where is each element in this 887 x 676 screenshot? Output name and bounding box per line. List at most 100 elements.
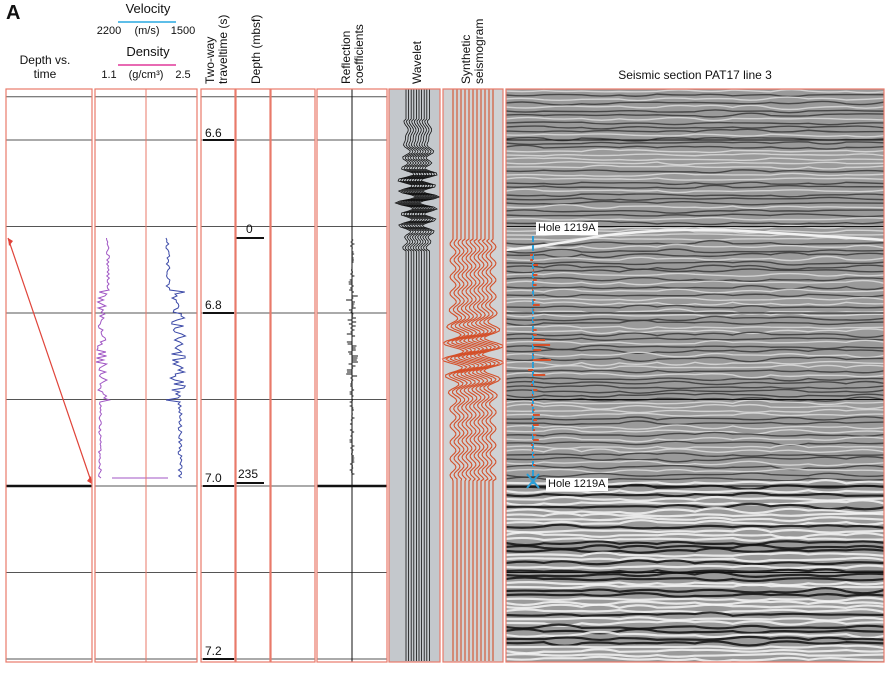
seismic-reflector xyxy=(505,293,885,298)
seismic-reflector xyxy=(505,570,885,578)
twt-tick-label: 6.6 xyxy=(205,126,222,140)
seismic-reflector xyxy=(505,587,885,595)
panel-label: A xyxy=(6,2,21,24)
seismic-reflector xyxy=(505,424,885,430)
column-frame xyxy=(505,88,885,663)
synthetic-trace xyxy=(477,89,501,661)
seismic-reflector xyxy=(505,300,885,306)
column-frame xyxy=(442,88,504,663)
seismic-reflector xyxy=(505,455,885,463)
seismic-reflector xyxy=(505,519,885,527)
wavelet-trace xyxy=(417,89,441,661)
seismic-reflector xyxy=(505,592,885,598)
seismic-reflector xyxy=(505,576,885,583)
velocity-left-scale: 2200 xyxy=(96,25,122,37)
seismic-reflector xyxy=(505,100,885,106)
synthetic-trace xyxy=(465,89,488,661)
seafloor-reflector xyxy=(505,228,885,252)
seismic-reflector xyxy=(505,188,885,194)
seismic-reflector xyxy=(505,556,885,563)
seismic-reflector xyxy=(505,172,885,177)
synthetic-trace xyxy=(457,89,481,661)
seismic-reflector xyxy=(505,348,885,355)
seismic-reflector xyxy=(505,380,885,386)
seismic-reflector xyxy=(505,364,885,370)
seismic-reflector xyxy=(505,184,885,190)
synthetic-trace xyxy=(473,89,497,661)
seismic-reflector xyxy=(505,472,885,478)
synthetic-header: Synthetic seismogram xyxy=(459,18,486,84)
depth-time-arrowhead-top xyxy=(8,238,13,246)
seismic-reflector xyxy=(505,635,885,642)
seismic-reflector xyxy=(505,141,885,146)
seismic-reflector xyxy=(505,216,885,221)
seismic-reflector xyxy=(505,196,885,201)
synthetic-trace xyxy=(441,89,465,661)
seismic-reflector xyxy=(505,243,885,250)
seismic-reflector xyxy=(505,248,885,254)
seismic-reflector xyxy=(505,412,885,417)
seismic-reflector xyxy=(505,611,885,617)
synthetic-trace xyxy=(449,89,473,661)
seismic-reflector xyxy=(505,527,885,534)
synthetic-trace xyxy=(454,89,476,661)
seismic-reflector xyxy=(505,284,885,291)
seismic-reflector xyxy=(505,121,885,126)
seismic-reflector xyxy=(505,125,885,130)
seismic-reflector xyxy=(505,648,885,655)
depth-time-arrow xyxy=(7,237,93,485)
seismic-reflector xyxy=(505,431,885,437)
seismic-reflector xyxy=(505,428,885,435)
depth-vs-time-header: Depth vs. time xyxy=(19,53,71,81)
seismic-reflector xyxy=(505,523,885,530)
seismic-reflector xyxy=(505,161,885,166)
seismic-reflector xyxy=(505,600,885,607)
seismic-reflector xyxy=(505,360,885,367)
seismic-reflector xyxy=(505,239,885,246)
seismic-reflector xyxy=(505,260,885,266)
seismic-reflector xyxy=(505,420,885,426)
synthetic-trace xyxy=(461,89,485,661)
seismic-reflector xyxy=(505,644,885,650)
seismic-reflector xyxy=(505,116,885,122)
seismic-reflector xyxy=(505,491,885,498)
seismic-reflector xyxy=(505,169,885,174)
twt-tick-label: 7.0 xyxy=(205,471,222,485)
seismic-reflector xyxy=(505,213,885,218)
seismic-reflector xyxy=(505,268,885,274)
density-left-scale: 1.1 xyxy=(101,69,117,81)
hole-marker xyxy=(526,236,551,489)
seismic-reflector xyxy=(505,112,885,118)
seismic-reflector xyxy=(505,204,885,210)
seismic-reflector xyxy=(505,153,885,157)
twt-tick-label: 6.8 xyxy=(205,298,222,312)
seismic-reflector xyxy=(505,276,885,283)
seismic-reflector xyxy=(505,255,885,262)
seismic-reflector xyxy=(505,308,885,315)
velocity-right-scale: 1500 xyxy=(170,25,196,37)
seismic-reflector xyxy=(505,543,885,550)
column-frame xyxy=(5,88,93,663)
seismic-reflector xyxy=(505,236,885,241)
synthetic-trace xyxy=(470,89,492,661)
wavelet-trace xyxy=(404,89,428,661)
synthetic-trace xyxy=(445,89,469,661)
seismic-reflector xyxy=(505,499,885,507)
seismic-reflector xyxy=(505,337,885,342)
seismic-reflector xyxy=(505,416,885,421)
velocity-log xyxy=(165,237,187,479)
wavelet-trace xyxy=(407,89,431,661)
seismic-reflector xyxy=(505,512,885,518)
seismic-reflector xyxy=(505,264,885,271)
seismic-reflector xyxy=(505,608,885,614)
seismic-reflector xyxy=(505,403,885,410)
seismic-reflector xyxy=(505,551,885,558)
depth-tick-label: 235 xyxy=(238,467,259,481)
wavelet-trace xyxy=(412,89,436,661)
seismic-reflector xyxy=(505,339,885,345)
seismic-reflector xyxy=(505,279,885,286)
seismic-reflector xyxy=(505,200,885,206)
density-title: Density xyxy=(126,44,170,59)
